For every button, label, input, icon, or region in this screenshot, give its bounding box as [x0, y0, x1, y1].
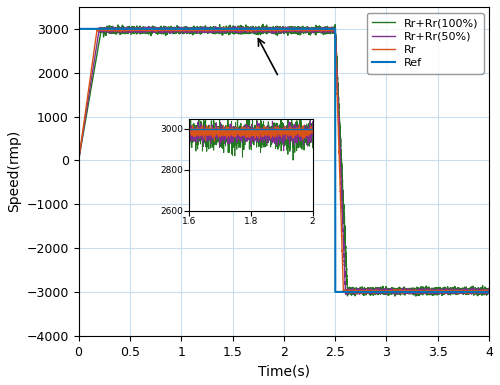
Line: Ref: Ref	[78, 29, 489, 292]
Rr+Rr(50%)	[486, 290, 492, 294]
Line: Rr+Rr(50%): Rr+Rr(50%)	[78, 27, 489, 295]
Rr+Rr(100%)	[486, 286, 492, 291]
Ref	[76, 27, 82, 31]
Rr	[76, 158, 82, 163]
Ref	[78, 27, 84, 31]
Line: Rr: Rr	[78, 27, 489, 293]
Rr+Rr(100%)	[156, 30, 162, 34]
Rr+Rr(100%)	[76, 158, 82, 163]
Rr	[399, 291, 405, 295]
Rr	[156, 28, 162, 32]
Ref	[100, 27, 106, 31]
Rr	[276, 27, 282, 32]
Rr+Rr(50%)	[100, 28, 106, 33]
Rr+Rr(100%)	[92, 60, 98, 65]
Ref	[464, 290, 470, 294]
Rr+Rr(50%)	[78, 146, 84, 151]
Rr+Rr(50%)	[156, 28, 162, 33]
Rr+Rr(100%)	[276, 30, 282, 35]
Rr+Rr(100%)	[413, 294, 419, 298]
Rr+Rr(50%)	[464, 289, 470, 294]
Rr+Rr(100%)	[260, 22, 266, 27]
Rr+Rr(100%)	[464, 291, 470, 296]
Rr+Rr(50%)	[276, 25, 282, 30]
Rr+Rr(50%)	[92, 50, 98, 55]
Rr	[222, 25, 228, 30]
X-axis label: Time(s): Time(s)	[258, 364, 310, 378]
Ref	[486, 290, 492, 294]
Rr	[92, 38, 98, 42]
Rr	[486, 288, 492, 293]
Ref	[156, 27, 162, 31]
Y-axis label: Speed(rmp): Speed(rmp)	[7, 130, 21, 213]
Rr	[78, 145, 84, 150]
Ref	[332, 290, 338, 294]
Rr+Rr(100%)	[100, 26, 106, 31]
Ref	[76, 158, 82, 163]
Rr+Rr(100%)	[78, 147, 84, 152]
Ref	[92, 27, 98, 31]
Rr	[100, 28, 106, 32]
Legend: Rr+Rr(100%), Rr+Rr(50%), Rr, Ref: Rr+Rr(100%), Rr+Rr(50%), Rr, Ref	[367, 12, 484, 74]
Rr	[464, 289, 470, 294]
Rr+Rr(50%)	[176, 24, 182, 29]
Ref	[276, 27, 282, 31]
Rr+Rr(50%)	[384, 292, 390, 297]
Rr+Rr(50%)	[76, 158, 82, 163]
Line: Rr+Rr(100%): Rr+Rr(100%)	[78, 24, 489, 296]
